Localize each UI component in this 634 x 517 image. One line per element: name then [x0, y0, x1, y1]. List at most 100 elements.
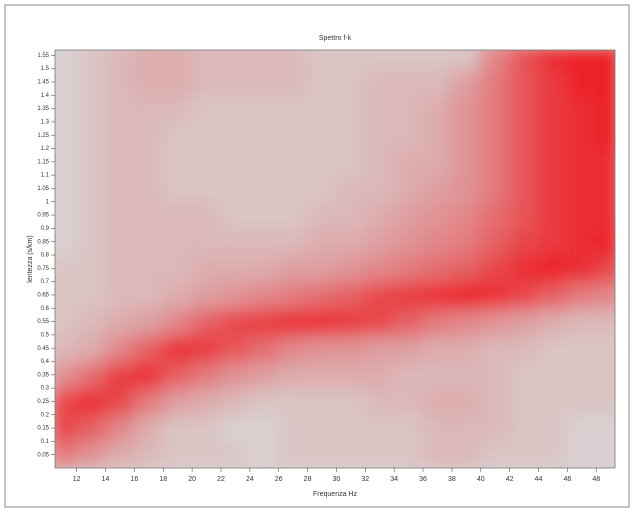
heat-cell [450, 120, 482, 150]
heat-cell [422, 387, 453, 416]
heat-cell [422, 413, 453, 443]
heat-cell [162, 227, 194, 257]
heat-cell [537, 174, 569, 203]
heat-cell [508, 333, 540, 363]
heat-cell [566, 174, 598, 203]
heat-cell [55, 147, 78, 177]
heat-cell [191, 333, 222, 363]
y-tick-label: 0.3 [41, 386, 50, 392]
plot-border [54, 49, 616, 469]
heat-cell [306, 50, 338, 70]
heat-cell [55, 360, 78, 390]
heat-cell [393, 67, 425, 97]
heat-cell [248, 440, 280, 468]
heat-cell [537, 147, 569, 177]
y-tick-label: 1.2 [41, 146, 50, 152]
heat-cell [508, 307, 540, 336]
heat-cell [133, 94, 165, 123]
heat-cell [479, 387, 511, 416]
heat-cell [422, 147, 453, 177]
heat-cell [422, 440, 453, 468]
heat-cell [508, 360, 540, 390]
heat-cell [595, 120, 615, 150]
heat-cell [422, 67, 453, 97]
heat-cell [219, 307, 251, 336]
heat-cell [595, 67, 615, 97]
heat-cell [133, 50, 165, 70]
heat-cell [566, 200, 598, 230]
heat-cell [162, 94, 194, 123]
heat-cell [104, 333, 136, 363]
heat-cell [104, 147, 136, 177]
heat-cell [191, 307, 222, 336]
heat-cell [162, 254, 194, 283]
y-tick-label: 1.45 [37, 80, 49, 86]
heat-cell [248, 67, 280, 97]
heat-cell [75, 413, 107, 443]
x-tick-label: 14 [102, 476, 110, 483]
x-tick-label: 22 [217, 476, 225, 483]
heat-cell [219, 67, 251, 97]
heat-cell [479, 307, 511, 336]
heat-cell [364, 50, 396, 70]
heat-cell [75, 50, 107, 70]
x-tick-label: 36 [419, 476, 427, 483]
heat-cell [75, 280, 107, 310]
heat-cell [479, 254, 511, 283]
heat-cell [537, 387, 569, 416]
heat-cell [479, 227, 511, 257]
heat-cell [422, 333, 453, 363]
heat-cell [219, 254, 251, 283]
heat-cell [162, 387, 194, 416]
heat-cell [248, 50, 280, 70]
heat-cell [364, 360, 396, 390]
heat-cell [55, 254, 78, 283]
chart-title: Spettro f-k [319, 35, 352, 42]
heat-cell [566, 50, 598, 70]
heat-cell [219, 387, 251, 416]
heat-cell [277, 360, 309, 390]
heat-cell [537, 280, 569, 310]
heat-cell [537, 413, 569, 443]
heat-cell [422, 94, 453, 123]
heat-cell [191, 174, 222, 203]
heat-cell [364, 120, 396, 150]
x-tick-label: 42 [506, 476, 514, 483]
heat-cell [595, 174, 615, 203]
heat-cell [191, 254, 222, 283]
heat-cell [450, 413, 482, 443]
heat-cell [364, 147, 396, 177]
y-tick-label: 1.55 [37, 53, 49, 59]
heat-cell [104, 227, 136, 257]
heat-cell [566, 147, 598, 177]
heat-cell [306, 200, 338, 230]
heat-cell [306, 174, 338, 203]
y-tick-label: 0.15 [37, 426, 49, 432]
heat-cell [537, 254, 569, 283]
heat-cell [162, 50, 194, 70]
heat-cell [55, 387, 78, 416]
heat-cell [335, 50, 367, 70]
heat-cell [248, 94, 280, 123]
heat-cell [450, 387, 482, 416]
heat-cell [277, 147, 309, 177]
heat-cell [306, 280, 338, 310]
y-tick-label: 0.65 [37, 293, 49, 299]
heat-cell [277, 67, 309, 97]
heat-cell [306, 307, 338, 336]
heat-cell [335, 254, 367, 283]
heat-cell [450, 307, 482, 336]
heat-cell [422, 227, 453, 257]
y-tick-label: 0.95 [37, 213, 49, 219]
heat-cell [364, 227, 396, 257]
heat-cell [508, 254, 540, 283]
y-tick-label: 1.5 [41, 66, 50, 72]
heat-cell [133, 174, 165, 203]
heat-cell [55, 174, 78, 203]
heat-cell [335, 67, 367, 97]
heat-cell [595, 254, 615, 283]
heat-cell [595, 94, 615, 123]
heat-cell [248, 413, 280, 443]
heat-cell [422, 174, 453, 203]
